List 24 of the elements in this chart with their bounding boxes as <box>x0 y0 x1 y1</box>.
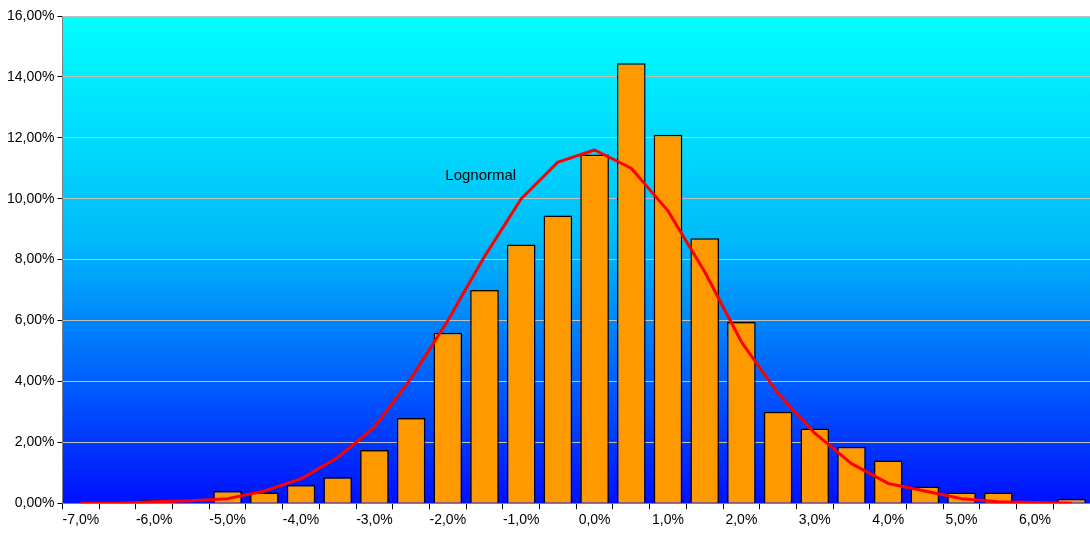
y-tick-label: 4,00% <box>14 372 55 389</box>
y-tick-label: 12,00% <box>7 128 55 145</box>
x-tick-label: 5,0% <box>945 511 978 528</box>
x-tick-label: -6,0% <box>135 511 173 528</box>
y-tick-label: 6,00% <box>14 311 55 328</box>
y-tick-label: 16,00% <box>7 6 55 23</box>
x-tick-label: 3,0% <box>798 511 831 528</box>
x-tick-label: -7,0% <box>62 511 100 528</box>
x-tick-label: 0,0% <box>578 511 611 528</box>
x-tick-label: 4,0% <box>872 511 905 528</box>
y-tick-label: 2,00% <box>14 433 55 450</box>
y-tick-label: 14,00% <box>7 67 55 84</box>
series-label: Lognormal <box>445 166 517 184</box>
x-tick-label: -2,0% <box>429 511 467 528</box>
x-tick-label: -4,0% <box>282 511 320 528</box>
x-tick-label: 1,0% <box>652 511 684 528</box>
x-tick-label: -5,0% <box>209 511 246 528</box>
x-tick-label: -1,0% <box>502 511 540 528</box>
y-tick-label: 8,00% <box>14 250 55 267</box>
x-tick-label: 6,0% <box>1018 511 1051 528</box>
x-tick-label: 2,0% <box>725 511 758 528</box>
y-tick-label: 10,00% <box>7 189 55 206</box>
y-tick-label: 0,00% <box>14 494 55 511</box>
x-tick-label: -3,0% <box>356 511 393 528</box>
